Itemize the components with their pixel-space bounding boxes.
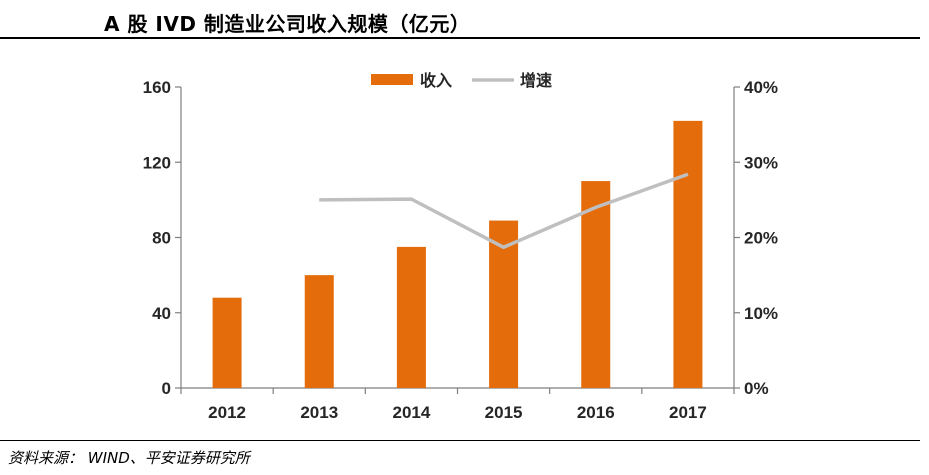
title-bar: A 股 IVD 制造业公司收入规模（亿元）: [0, 0, 929, 40]
revenue-bar: [673, 120, 703, 389]
revenue-bar: [212, 297, 242, 388]
revenue-bars: [212, 120, 703, 389]
legend-label-growth: 增速: [520, 71, 552, 90]
tick-labels: 0 40 80 120 160 0% 10% 20% 30% 40% 2012 2013 2014 201…: [143, 78, 778, 422]
left-axis-tick-label: 120: [143, 153, 171, 172]
source-divider: [0, 440, 920, 441]
axes: [175, 86, 740, 394]
growth-line: [319, 172, 689, 250]
left-axis-tick-label: 40: [152, 304, 171, 323]
title-divider: [0, 37, 920, 39]
legend: 收入 增速: [371, 71, 552, 90]
left-axis-tick-label: 80: [152, 229, 171, 248]
revenue-bar: [581, 181, 611, 388]
x-axis-tick-label: 2017: [669, 403, 707, 422]
right-axis-tick-label: 40%: [744, 78, 778, 97]
left-axis-tick-label: 0: [162, 379, 171, 398]
left-axis-tick-label: 160: [143, 78, 171, 97]
right-axis-tick-label: 10%: [744, 304, 778, 323]
revenue-bar: [304, 275, 334, 388]
right-axis-tick-label: 30%: [744, 153, 778, 172]
right-axis-tick-label: 20%: [744, 229, 778, 248]
revenue-bar: [396, 246, 426, 388]
x-axis-tick-label: 2014: [393, 403, 431, 422]
right-axis-tick-label: 0%: [744, 379, 769, 398]
chart-title: A 股 IVD 制造业公司收入规模（亿元）: [104, 12, 471, 36]
x-axis-tick-label: 2013: [300, 403, 338, 422]
legend-label-revenue: 收入: [420, 71, 452, 90]
legend-swatch-revenue: [371, 74, 413, 85]
x-axis-tick-label: 2012: [208, 403, 246, 422]
combo-chart: 0 40 80 120 160 0% 10% 20% 30% 40% 2012 2013 2014 201…: [143, 71, 778, 422]
source-note: 资料来源： WIND、平安证券研究所: [8, 449, 250, 467]
x-axis-tick-label: 2015: [485, 403, 523, 422]
x-axis-tick-label: 2016: [577, 403, 615, 422]
